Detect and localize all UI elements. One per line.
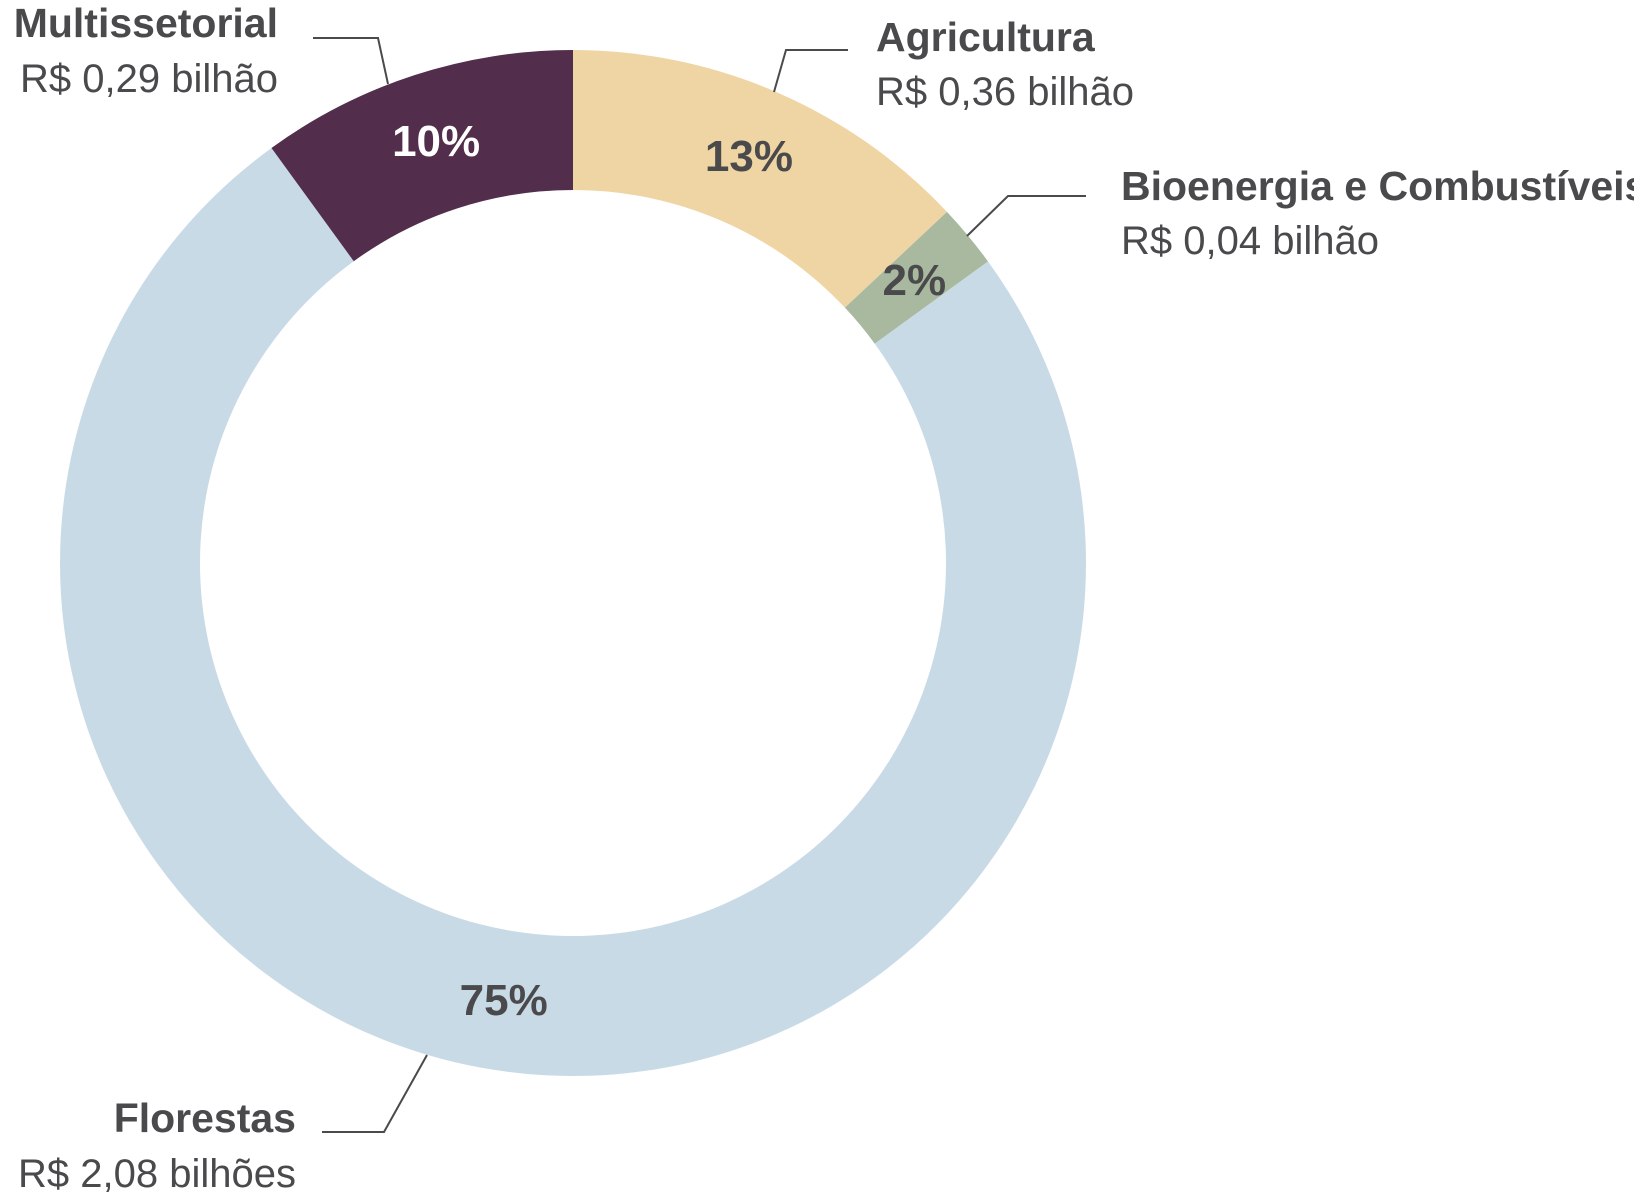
category-name-multissetorial: Multissetorial — [14, 0, 278, 46]
slice-agricultura — [573, 50, 947, 308]
category-value-florestas: R$ 2,08 bilhões — [18, 1152, 296, 1196]
category-name-florestas: Florestas — [114, 1095, 296, 1141]
category-value-bioenergia-e-combustiveis: R$ 0,04 bilhão — [1121, 219, 1379, 263]
category-name-bioenergia-e-combustiveis: Bioenergia e Combustíveis — [1121, 163, 1634, 209]
leader-line-bioenergia-e-combustiveis — [966, 195, 1086, 237]
percent-labels: 13% 2% 75% 10% — [392, 117, 946, 1025]
percent-label-agricultura: 13% — [705, 132, 793, 181]
leader-line-florestas — [322, 1054, 428, 1133]
category-name-agricultura: Agricultura — [876, 14, 1096, 60]
category-value-agricultura: R$ 0,36 bilhão — [876, 70, 1134, 114]
donut-slices — [59, 50, 1086, 1076]
percent-label-florestas: 75% — [460, 976, 548, 1025]
slice-florestas — [59, 147, 1086, 1076]
percent-label-bioenergia-e-combustiveis: 2% — [883, 256, 947, 305]
leader-line-multissetorial — [313, 37, 389, 85]
percent-label-multissetorial: 10% — [392, 117, 480, 166]
leader-lines — [313, 37, 1086, 1133]
category-value-multissetorial: R$ 0,29 bilhão — [20, 57, 278, 101]
slice-bioenergia-e-combustiveis — [844, 211, 989, 344]
slice-multissetorial — [271, 50, 573, 262]
category-labels: Agricultura R$ 0,36 bilhão Bioenergia e Co… — [14, 0, 1634, 1196]
leader-line-agricultura — [773, 49, 848, 93]
